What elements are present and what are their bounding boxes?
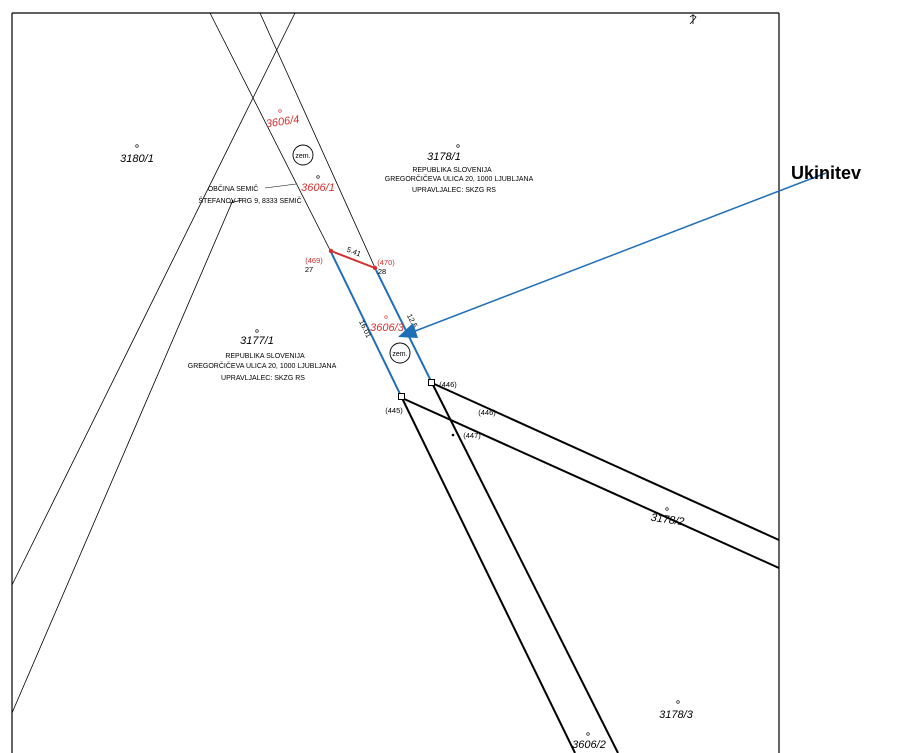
point-number: (445) bbox=[385, 406, 403, 415]
road-boundary bbox=[401, 397, 780, 569]
legend-label: Ukinitev bbox=[791, 163, 861, 183]
north-icon bbox=[689, 14, 697, 25]
road-boundary bbox=[401, 397, 576, 753]
zem-label: zem. bbox=[392, 351, 407, 358]
point-marker bbox=[428, 379, 435, 386]
point-number: 27 bbox=[305, 265, 313, 274]
point-number: (469) bbox=[305, 256, 323, 265]
zem-label: zem. bbox=[295, 153, 310, 160]
point-marker bbox=[398, 393, 405, 400]
dimension-label: 5.41 bbox=[345, 245, 362, 259]
boundary-line bbox=[229, 199, 243, 204]
new-boundary bbox=[330, 250, 376, 269]
parcel-centroid bbox=[665, 507, 669, 511]
parcel-number: 3606/1 bbox=[301, 182, 335, 194]
parcel-number: 3606/2 bbox=[572, 739, 606, 751]
owner-name: OBČINA SEMIČ bbox=[208, 184, 259, 193]
parcel-number: 3177/1 bbox=[240, 335, 274, 347]
arrow-line bbox=[409, 172, 827, 334]
road-boundary bbox=[431, 382, 619, 753]
parcel-centroid bbox=[255, 329, 259, 333]
parcel-centroid bbox=[135, 144, 139, 148]
boundary-line bbox=[11, 199, 234, 714]
owner-name: REPUBLIKA SLOVENIJA bbox=[225, 353, 305, 360]
abolished-boundary-left bbox=[329, 249, 403, 399]
leader-line bbox=[264, 183, 297, 189]
point-number: (470) bbox=[377, 258, 395, 267]
owner-address: ŠTEFANOV TRG 9, 8333 SEMIČ bbox=[198, 196, 301, 205]
abolished-boundary-right bbox=[375, 269, 433, 384]
parcel-number: 3178/3 bbox=[659, 709, 694, 721]
owner-manager: UPRAVLJALEC: SKZG RS bbox=[412, 187, 496, 194]
road-boundary bbox=[431, 382, 780, 541]
boundary-line bbox=[11, 12, 296, 586]
owner-address: GREGORČIČEVA ULICA 20, 1000 LJUBLJANA bbox=[188, 361, 337, 370]
owner-manager: UPRAVLJALEC: SKZG RS bbox=[221, 375, 305, 382]
zem-circle bbox=[292, 144, 314, 166]
parcel-number: 3606/4 bbox=[265, 114, 300, 131]
parcel-number: 3606/3 bbox=[370, 322, 405, 334]
parcel-centroid bbox=[316, 175, 320, 179]
parcel-centroid bbox=[456, 144, 460, 148]
boundary-line bbox=[259, 12, 377, 271]
parcel-number: 3178/1 bbox=[427, 151, 461, 163]
zem-circle bbox=[389, 342, 411, 364]
parcel-number: 3178/2 bbox=[650, 512, 685, 529]
point-number: (446) bbox=[478, 408, 496, 417]
parcel-centroid bbox=[278, 109, 282, 113]
parcel-centroid bbox=[384, 315, 388, 319]
owner-name: REPUBLIKA SLOVENIJA bbox=[412, 167, 492, 174]
point-marker bbox=[451, 433, 455, 437]
point-marker bbox=[328, 248, 334, 254]
point-number: 28 bbox=[378, 267, 386, 276]
point-number: (447) bbox=[463, 431, 481, 440]
boundary-line bbox=[209, 12, 331, 251]
point-marker bbox=[372, 265, 378, 271]
parcel-number: 3180/1 bbox=[120, 153, 154, 165]
parcel-centroid bbox=[676, 700, 680, 704]
owner-address: GREGORČIČEVA ULICA 20, 1000 LJUBLJANA bbox=[385, 174, 534, 183]
point-number: (446) bbox=[439, 380, 457, 389]
parcel-centroid bbox=[586, 732, 590, 736]
arrow-head-icon bbox=[398, 323, 418, 338]
